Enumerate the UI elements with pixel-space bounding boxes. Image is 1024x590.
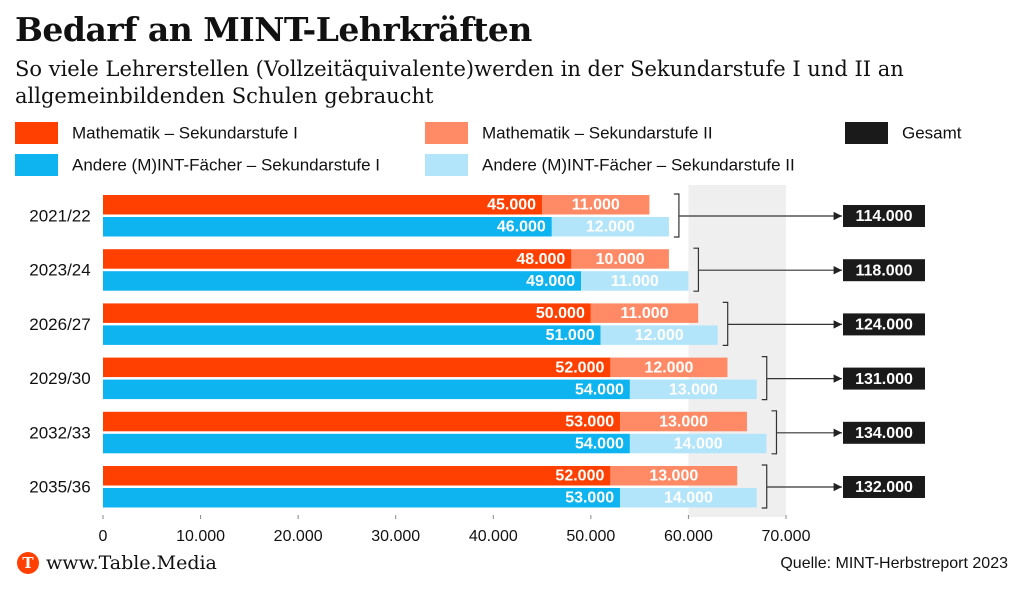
bar-segment — [542, 195, 650, 215]
logo-letter: T — [22, 554, 34, 572]
value-label: 49.000 — [526, 273, 575, 290]
total-label: 131.000 — [855, 371, 913, 388]
chart-title: Bedarf an MINT-Lehrkräften — [15, 10, 532, 49]
value-label: 51.000 — [546, 327, 595, 344]
footer: www.Table.Media — [46, 552, 217, 574]
legend-label: Gesamt — [902, 123, 962, 142]
bar-segment — [103, 217, 552, 237]
total-box — [843, 205, 925, 227]
bar-segment — [620, 488, 757, 508]
bar-segment — [103, 195, 543, 215]
bar-segment — [103, 249, 572, 269]
source: Quelle: MINT-Herbstreport 2023 — [780, 555, 1008, 572]
bar-segment — [610, 357, 728, 378]
logo — [17, 552, 39, 574]
total-box — [843, 476, 925, 498]
x-tick-label: 0 — [99, 528, 108, 545]
bar-segment — [629, 379, 757, 400]
x-tick-label: 70.000 — [762, 528, 811, 545]
bar-segment — [103, 271, 582, 291]
y-tick-label: 2026/27 — [29, 315, 90, 334]
bar-segment — [103, 488, 621, 508]
total-box — [843, 421, 925, 444]
bar-segment — [103, 433, 630, 454]
bar-segment — [581, 271, 689, 291]
y-tick-label: 2032/33 — [29, 423, 90, 442]
value-label: 11.000 — [572, 197, 620, 214]
legend-swatch — [845, 122, 888, 144]
bar-segment — [629, 433, 767, 454]
total-label: 124.000 — [855, 317, 913, 334]
x-tick-label: 60.000 — [664, 528, 713, 545]
value-label: 54.000 — [575, 381, 624, 398]
value-label: 12.000 — [644, 359, 693, 376]
value-label: 14.000 — [664, 490, 713, 507]
legend-swatch — [15, 122, 58, 144]
bar-segment — [590, 303, 699, 323]
bar-segment — [103, 379, 630, 400]
bar-segment — [103, 357, 611, 378]
legend-label: Andere (M)INT-Fächer – Sekundarstufe I — [72, 155, 380, 174]
legend-swatch — [15, 154, 58, 176]
x-tick-label: 50.000 — [566, 528, 615, 545]
value-label: 54.000 — [575, 436, 624, 453]
value-label: 11.000 — [620, 305, 668, 322]
y-tick-label: 2035/36 — [29, 477, 90, 496]
shaded-band — [688, 185, 786, 517]
bar-segment — [103, 411, 621, 432]
y-tick-label: 2021/22 — [29, 206, 90, 225]
value-label: 53.000 — [565, 414, 614, 431]
value-label: 11.000 — [611, 273, 659, 290]
bar-segment — [103, 466, 611, 486]
chart-subtitle: So viele Lehrerstellen (Vollzeitäquivale… — [15, 57, 904, 108]
bar-segment — [103, 303, 591, 323]
value-label: 52.000 — [555, 359, 604, 376]
value-label: 14.000 — [674, 436, 723, 453]
x-tick-label: 10.000 — [176, 528, 225, 545]
y-tick-label: 2029/30 — [29, 369, 90, 388]
bar-segment — [600, 325, 718, 345]
value-label: 53.000 — [565, 490, 614, 507]
bracket — [673, 193, 680, 238]
value-label: 50.000 — [536, 305, 585, 322]
total-box — [843, 367, 925, 390]
value-label: 45.000 — [487, 197, 536, 214]
total-label: 134.000 — [855, 425, 913, 442]
legend-swatch — [425, 154, 468, 176]
total-label: 132.000 — [855, 479, 913, 496]
bar-segment — [620, 411, 747, 432]
x-tick-label: 30.000 — [371, 528, 420, 545]
total-label: 114.000 — [856, 208, 913, 225]
legend-label: Andere (M)INT-Fächer – Sekundarstufe II — [482, 155, 795, 174]
total-label: 118.000 — [856, 262, 913, 279]
value-label: 13.000 — [669, 381, 718, 398]
total-box — [843, 259, 925, 282]
value-label: 12.000 — [635, 327, 684, 344]
value-label: 13.000 — [649, 468, 698, 485]
bar-segment — [551, 217, 669, 237]
value-label: 13.000 — [659, 414, 708, 431]
legend-label: Mathematik – Sekundarstufe II — [482, 123, 713, 142]
legend-swatch — [425, 122, 468, 144]
value-label: 12.000 — [586, 219, 635, 236]
x-tick-label: 40.000 — [469, 528, 518, 545]
y-tick-label: 2023/24 — [29, 261, 90, 280]
total-box — [843, 313, 925, 336]
bar-segment — [103, 325, 601, 345]
legend-label: Mathematik – Sekundarstufe I — [72, 123, 298, 142]
x-tick-label: 20.000 — [274, 528, 323, 545]
bar-segment — [571, 249, 669, 269]
bar-segment — [610, 466, 738, 486]
value-label: 52.000 — [555, 468, 604, 485]
value-label: 46.000 — [497, 219, 546, 236]
value-label: 48.000 — [516, 251, 565, 268]
value-label: 10.000 — [596, 251, 645, 268]
